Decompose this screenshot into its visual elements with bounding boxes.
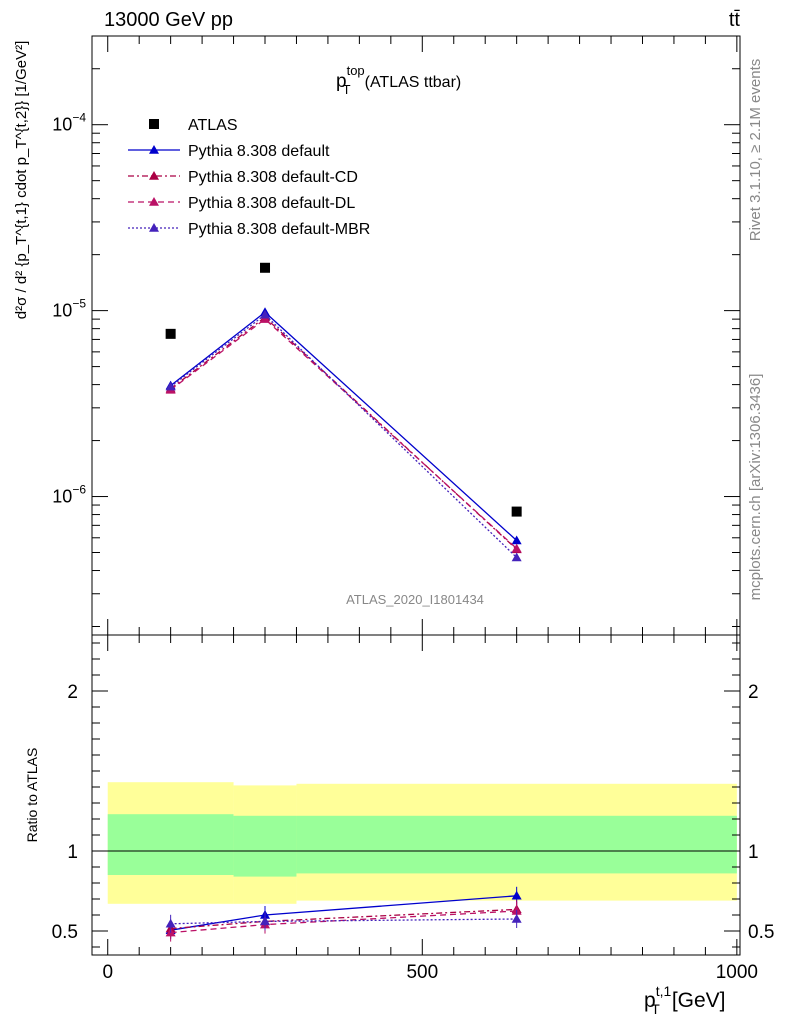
y-tick-base: 10 [52, 115, 72, 135]
ratio-series-point-3 [260, 916, 271, 926]
process-label: tt̄ [729, 9, 741, 31]
y-tick-base: 10 [52, 301, 72, 321]
legend-marker-atlas [149, 119, 159, 129]
main-ylabel: d²σ / d² {p_T^{t,1} cdot p_T^{t,2}} [1/G… [13, 41, 30, 320]
legend-marker-2 [149, 171, 159, 180]
x-tick-label: 1000 [716, 962, 758, 983]
y-tick-label: 10−5 [52, 297, 86, 321]
legend-marker-1 [149, 145, 159, 154]
y-tick-label: 10−4 [52, 111, 86, 135]
y-tick-exponent: −5 [72, 297, 86, 311]
main-panel: 10−610−510−4 [52, 35, 741, 636]
legend-label-0: ATLAS [188, 117, 238, 134]
ratio-y-tick-label-right: 2 [748, 682, 759, 703]
ratio-y-tick-label-left: 1 [67, 842, 78, 863]
y-tick-label: 10−6 [52, 483, 86, 507]
atlas-data-point [260, 262, 271, 273]
mc-series-point-1 [511, 535, 522, 545]
mc-series-point-4 [165, 381, 176, 391]
xlabel-unit: [GeV] [672, 989, 726, 1012]
atlas-data-point [165, 328, 176, 339]
x-tick-label: 500 [406, 962, 438, 983]
y-tick-exponent: −6 [72, 483, 86, 497]
y-tick-exponent: −4 [72, 111, 86, 125]
ratio-ylabel: Ratio to ATLAS [24, 748, 40, 843]
side-mcplots-label: mcplots.cern.ch [arXiv:1306.3436] [747, 374, 764, 601]
ratio-y-tick-label-left: 0.5 [52, 922, 78, 943]
legend-marker-4 [149, 223, 159, 232]
ratio-series-line-1 [170, 908, 517, 930]
title-rest: (ATLAS ttbar) [365, 74, 462, 91]
legend-label-2: Pythia 8.308 default-CD [188, 169, 358, 186]
ratio-frame [91, 634, 741, 956]
uncertainty-band-green [233, 815, 297, 877]
side-rivet-label: Rivet 3.1.10, ≥ 2.1M events [747, 59, 764, 242]
legend-label-4: Pythia 8.308 default-MBR [188, 221, 370, 238]
mc-series-line-3 [170, 318, 518, 550]
xlabel-sup: t,1 [656, 983, 672, 999]
mc-series-point-4 [511, 552, 522, 562]
x-tick-label: 0 [102, 962, 113, 983]
analysis-id-label: ATLAS_2020_I1801434 [346, 592, 484, 607]
ratio-y-tick-label-right: 1 [748, 842, 759, 863]
legend-label-1: Pythia 8.308 default [188, 143, 330, 160]
uncertainty-band-green [107, 814, 234, 875]
title-sub: T [343, 82, 351, 97]
mc-series-point-4 [260, 309, 271, 319]
legend: ATLAS Pythia 8.308 default Pythia 8.308 de… [128, 117, 370, 238]
ratio-series-point-0 [511, 890, 522, 900]
atlas-data-point [511, 506, 522, 517]
ratio-series-point-3 [165, 918, 176, 928]
mc-series-line-2 [170, 316, 518, 550]
energy-label: 13000 GeV pp [104, 9, 233, 31]
ratio-y-tick-label-left: 2 [67, 682, 78, 703]
ratio-panel: 0.5 0.5 1 1 2 2 0 500 1000 [52, 634, 774, 983]
legend-label-3: Pythia 8.308 default-DL [188, 195, 355, 212]
main-title: ptop T (ATLAS ttbar) [336, 63, 461, 97]
legend-marker-3 [149, 197, 159, 206]
xlabel-main: p [644, 989, 656, 1012]
xlabel-sub: T [651, 1001, 660, 1017]
mc-series-point-3 [511, 543, 522, 553]
ratio-series-point-3 [511, 914, 522, 923]
title-main: p [336, 71, 347, 92]
x-axis-label: pt,1 T [GeV] [644, 983, 726, 1017]
title-sup: top [347, 63, 365, 78]
y-tick-base: 10 [52, 487, 72, 507]
uncertainty-band-green [296, 815, 737, 874]
ratio-y-tick-label-right: 0.5 [748, 922, 774, 943]
